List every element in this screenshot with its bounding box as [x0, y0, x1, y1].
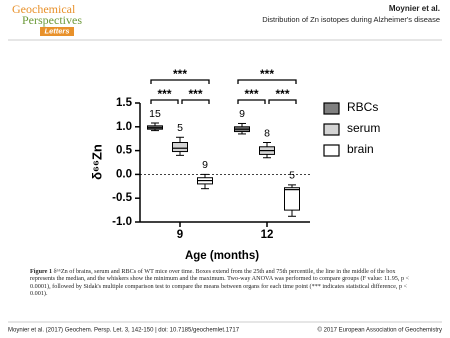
legend-label: brain — [347, 142, 374, 156]
y-tick-label: -0.5 — [112, 192, 132, 204]
sig-label: *** — [173, 67, 187, 81]
y-tick-label: 0.5 — [116, 145, 133, 157]
legend-label: serum — [347, 121, 380, 135]
n-label: 8 — [264, 127, 270, 139]
logo-line1: Geochemical — [12, 2, 76, 16]
n-label: 15 — [149, 108, 161, 120]
sig-bracket — [181, 99, 210, 104]
sig-label: *** — [157, 87, 171, 101]
legend-swatch — [323, 144, 340, 157]
y-tick-label: 1.5 — [116, 97, 133, 109]
sig-bracket — [150, 79, 210, 84]
legend-swatch — [323, 123, 340, 136]
y-tick-label: -1.0 — [112, 216, 132, 228]
x-tick-label: 12 — [261, 229, 274, 241]
box — [284, 187, 300, 211]
sig-bracket — [268, 99, 297, 104]
x-tick-label: 9 — [177, 229, 183, 241]
sig-label: *** — [260, 67, 274, 81]
logo-box — [40, 27, 74, 36]
caption: Figure 1 δ⁶⁶Zn of brains, serum and RBCs… — [30, 268, 422, 298]
sig-label: *** — [188, 87, 202, 101]
legend-label: RBCs — [347, 100, 378, 114]
n-label: 9 — [239, 108, 245, 120]
logo-line3: Letters — [44, 26, 69, 35]
y-tick-label: 0.0 — [116, 168, 132, 180]
sig-label: *** — [244, 87, 258, 101]
n-label: 5 — [177, 122, 183, 134]
header-authors: Moynier et al. — [389, 4, 440, 13]
logo-line2: Perspectives — [22, 13, 82, 27]
x-axis-label: Age (months) — [185, 250, 259, 262]
y-tick-label: 1.0 — [116, 121, 132, 133]
legend-swatch — [323, 102, 340, 115]
y-axis-label: δ⁶⁶Zn — [89, 144, 104, 180]
box — [172, 142, 188, 153]
footer-citation: Moynier et al. (2017) Geochem. Persp. Le… — [8, 328, 240, 334]
n-label: 5 — [289, 170, 295, 182]
sig-label: *** — [275, 87, 289, 101]
sig-bracket — [150, 99, 179, 104]
caption-label: Figure 1 — [30, 268, 53, 275]
footer-copyright: © 2017 European Association of Geochemis… — [318, 327, 443, 334]
sig-bracket — [237, 99, 266, 104]
caption-text: δ⁶⁶Zn of brains, serum and RBCs of WT mi… — [30, 268, 410, 298]
n-label: 9 — [202, 159, 208, 171]
header-title: Distribution of Zn isotopes during Alzhe… — [262, 15, 440, 24]
sig-bracket — [237, 79, 297, 84]
